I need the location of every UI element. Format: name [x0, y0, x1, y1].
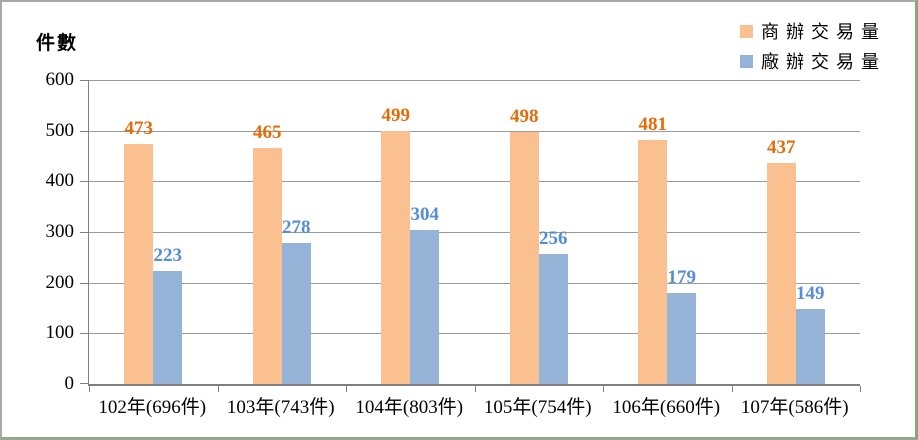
bar-value-label-factory-1: 278	[282, 217, 311, 239]
x-category-label-3: 105年(754件)	[483, 397, 592, 418]
bar-value-label-commercial-1: 465	[253, 122, 282, 144]
bar-commercial-1	[252, 148, 282, 384]
y-tick-label-600: 600	[45, 69, 75, 90]
y-tick-label-200: 200	[45, 271, 75, 293]
gridline-600	[89, 80, 860, 81]
y-tick-label-400: 400	[45, 170, 75, 192]
legend-label-commercial: 商辦交易量	[761, 22, 886, 42]
bar-commercial-5	[766, 162, 796, 384]
y-tick-label-0: 0	[64, 373, 75, 394]
bar-value-label-commercial-4: 481	[638, 114, 668, 136]
x-category-label-0: 102年(696件)	[98, 397, 207, 418]
x-tick-mark-5	[732, 386, 733, 392]
y-tick-label-500: 500	[45, 119, 75, 141]
bar-value-label-factory-2: 304	[410, 203, 440, 225]
bar-value-label-commercial-2: 499	[381, 105, 411, 127]
gridline-400	[89, 181, 860, 183]
y-tick-label-300: 300	[45, 221, 75, 242]
x-tick-mark-6	[860, 386, 861, 392]
bar-commercial-4	[638, 140, 668, 384]
gridline-300	[89, 232, 860, 233]
legend-swatch-factory	[740, 54, 753, 68]
bar-value-label-factory-4: 179	[667, 267, 697, 289]
bar-factory-1	[281, 243, 311, 384]
bar-value-label-commercial-0: 473	[124, 118, 154, 140]
x-category-label-1: 103年(743件)	[226, 397, 335, 418]
plot-area: 473 223 465 278 499 304 498 256 481 179 437 149	[80, 80, 861, 392]
bar-factory-2	[410, 229, 440, 384]
bar-value-label-commercial-5: 437	[767, 136, 796, 158]
y-tick-mark-500	[80, 130, 88, 132]
bar-commercial-0	[124, 144, 154, 384]
x-tick-mark-2	[346, 386, 347, 392]
x-tick-mark-4	[603, 386, 604, 392]
legend-item-commercial: 商辦交易量	[740, 16, 886, 46]
bar-factory-3	[538, 254, 568, 384]
legend: 商辦交易量 廠辦交易量	[740, 16, 886, 76]
x-category-label-2: 104年(803件)	[355, 397, 464, 418]
bar-commercial-3	[509, 131, 539, 384]
x-tick-mark-1	[218, 386, 219, 392]
legend-label-factory: 廠辦交易量	[761, 52, 886, 72]
y-axis-title: 件數	[36, 33, 79, 54]
bar-value-label-factory-0: 223	[153, 245, 183, 267]
y-tick-mark-100	[80, 333, 88, 335]
bar-factory-4	[667, 293, 697, 384]
x-tick-mark-3	[475, 386, 476, 392]
x-tick-mark-0	[89, 386, 90, 392]
gridline-100	[89, 333, 860, 335]
gridline-500	[89, 130, 860, 132]
y-tick-label-100: 100	[45, 322, 75, 344]
legend-swatch-commercial	[740, 24, 753, 38]
y-tick-mark-200	[80, 282, 88, 284]
x-category-label-5: 107年(586件)	[740, 397, 849, 418]
bar-value-label-commercial-3: 498	[510, 105, 539, 127]
y-tick-mark-300	[80, 232, 88, 233]
legend-item-factory: 廠辦交易量	[740, 46, 886, 76]
x-category-label-4: 106年(660件)	[612, 397, 721, 418]
y-tick-mark-400	[80, 181, 88, 183]
bar-factory-5	[795, 308, 825, 384]
bar-factory-0	[153, 271, 183, 384]
gridline-200	[89, 282, 860, 284]
y-tick-mark-0	[80, 383, 88, 384]
y-tick-mark-600	[80, 80, 88, 81]
bar-value-label-factory-3: 256	[539, 228, 568, 250]
bar-value-label-factory-5: 149	[796, 282, 825, 304]
bar-commercial-2	[381, 131, 411, 384]
